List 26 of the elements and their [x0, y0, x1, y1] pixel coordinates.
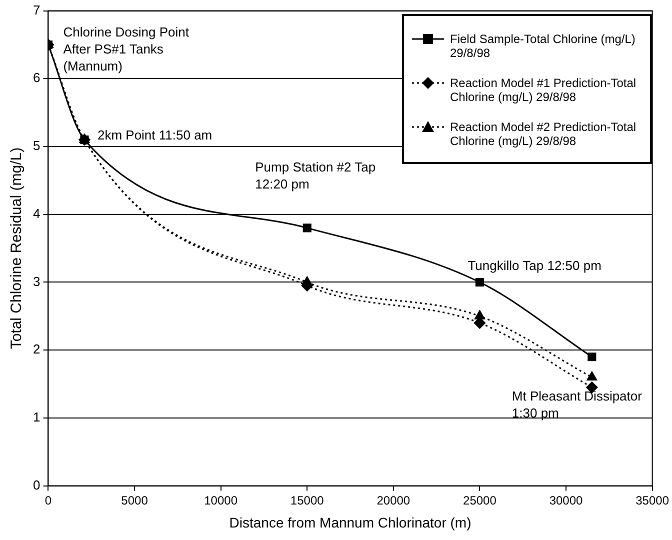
annotation: Pump Station #2 Tap 12:20 pm: [255, 160, 376, 192]
annotation: Chlorine Dosing Point After PS#1 Tanks (Mannum): [63, 24, 190, 74]
x-axis-title: Distance from Mannum Chlorinator (m): [229, 514, 472, 530]
annotation: Tungkillo Tap 12:50 pm: [468, 258, 602, 273]
y-tick-label: 4: [32, 206, 40, 221]
legend-label: Field Sample-Total Chlorine (mg/L) 29/8/98: [450, 32, 636, 60]
y-axis-title: Total Chlorine Residual (mg/L): [8, 147, 26, 350]
x-tick-label: 35000: [636, 493, 670, 508]
x-tick-label: 20000: [376, 493, 410, 508]
legend-label: Reaction Model #2 Prediction-Total Chlorine (mg/L) 29/8/98: [450, 120, 638, 148]
x-tick-label: 10000: [204, 493, 238, 508]
y-tick-label: 2: [32, 342, 40, 357]
y-tick-label: 5: [32, 138, 40, 154]
x-tick-label: 30000: [549, 493, 584, 508]
y-tick-label: 6: [32, 70, 40, 86]
x-tick-label: 15000: [290, 493, 324, 508]
annotation: 2km Point 11:50 am: [97, 127, 212, 142]
y-tick-label: 3: [32, 274, 40, 289]
x-tick-label: 0: [44, 493, 52, 508]
x-tick-label: 5000: [121, 493, 148, 508]
x-tick-label: 25000: [463, 493, 497, 508]
legend-label: Reaction Model #1 Prediction-Total Chlorine (mg/L) 29/8/98: [450, 76, 638, 104]
y-tick-label: 7: [32, 2, 40, 18]
annotation: Mt Pleasant Dissipator 1:30 pm: [512, 388, 643, 420]
y-tick-label: 1: [32, 410, 40, 425]
y-tick-label: 0: [32, 477, 40, 492]
